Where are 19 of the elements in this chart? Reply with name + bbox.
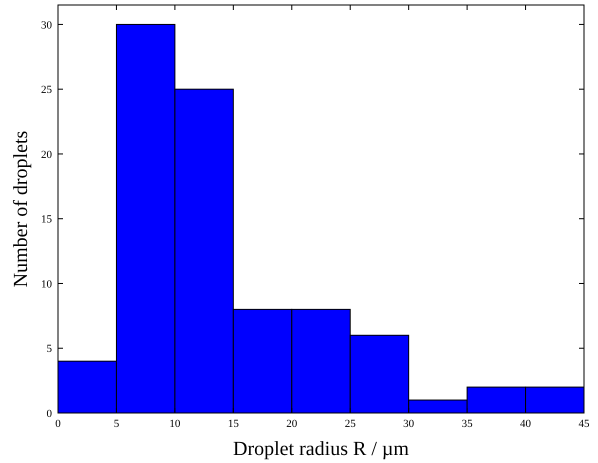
x-tick-label: 45 xyxy=(578,418,590,430)
y-tick-label: 5 xyxy=(46,343,52,356)
y-tick-label: 20 xyxy=(41,148,52,161)
x-tick-label: 25 xyxy=(344,418,356,430)
x-tick-label: 0 xyxy=(55,418,62,430)
y-tick-label: 30 xyxy=(41,19,52,32)
x-tick-label: 15 xyxy=(228,418,240,430)
x-tick-label: 40 xyxy=(520,418,532,430)
x-tick-label: 5 xyxy=(114,418,120,430)
y-axis-title: Number of droplets xyxy=(10,130,32,288)
y-tick-label: 25 xyxy=(41,84,52,96)
x-tick-label: 30 xyxy=(403,418,415,430)
y-tick-label: 10 xyxy=(41,278,52,290)
y-tick-label: 0 xyxy=(46,408,52,420)
y-tick-label: 15 xyxy=(41,214,52,226)
x-axis-title: Droplet radius R / µm xyxy=(233,438,410,460)
x-tick-label: 35 xyxy=(462,418,474,430)
x-tick-label: 10 xyxy=(169,418,181,430)
x-tick-label: 20 xyxy=(286,418,298,430)
